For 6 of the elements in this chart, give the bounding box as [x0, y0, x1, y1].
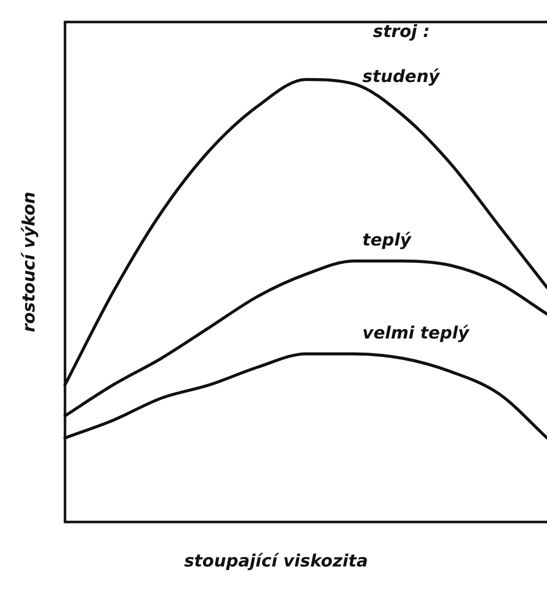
x-axis-title: stoupající viskozita: [184, 551, 368, 572]
series-label: velmi teplý: [362, 323, 470, 344]
series-label: teplý: [362, 230, 412, 250]
text: stroj :: [373, 22, 430, 42]
y-axis-title: rostoucí výkon: [19, 192, 40, 332]
series-label: studený: [362, 66, 441, 87]
